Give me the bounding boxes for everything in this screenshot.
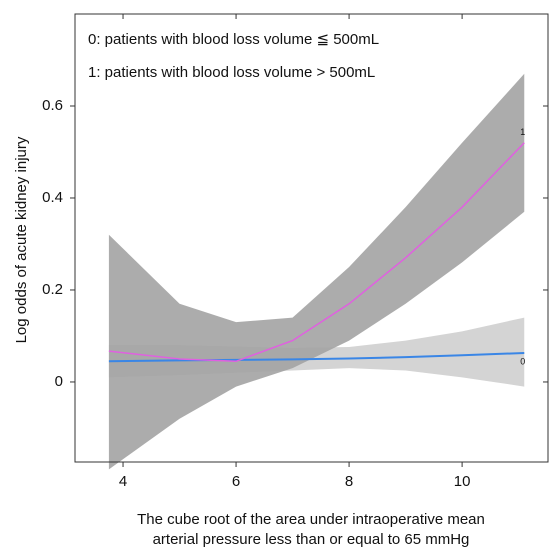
line [108, 351, 525, 363]
annotation: 1: patients with blood loss volume > 500… [88, 64, 375, 81]
x-tick-label: 10 [454, 473, 471, 490]
y-tick-label: 0 [55, 373, 63, 390]
x-tick-label: 4 [119, 473, 127, 490]
x-tick-label: 6 [232, 473, 240, 490]
x-axis-label: arterial pressure less than or equal to … [153, 531, 470, 548]
confidence-band [108, 73, 525, 470]
x-tick-label: 8 [345, 473, 353, 490]
series-label: 1 [520, 127, 525, 137]
annotation: 0: patients with blood loss volume ≦ 500… [88, 31, 379, 48]
x-axis-label: The cube root of the area under intraope… [137, 511, 485, 528]
y-tick-label: 0.2 [42, 281, 63, 298]
y-axis-label: Log odds of acute kidney injury [13, 136, 30, 343]
plot-frame [74, 13, 549, 463]
y-tick-label: 0.6 [42, 97, 63, 114]
series-label: 0 [520, 356, 525, 366]
y-tick-label: 0.4 [42, 189, 63, 206]
line [108, 142, 525, 363]
